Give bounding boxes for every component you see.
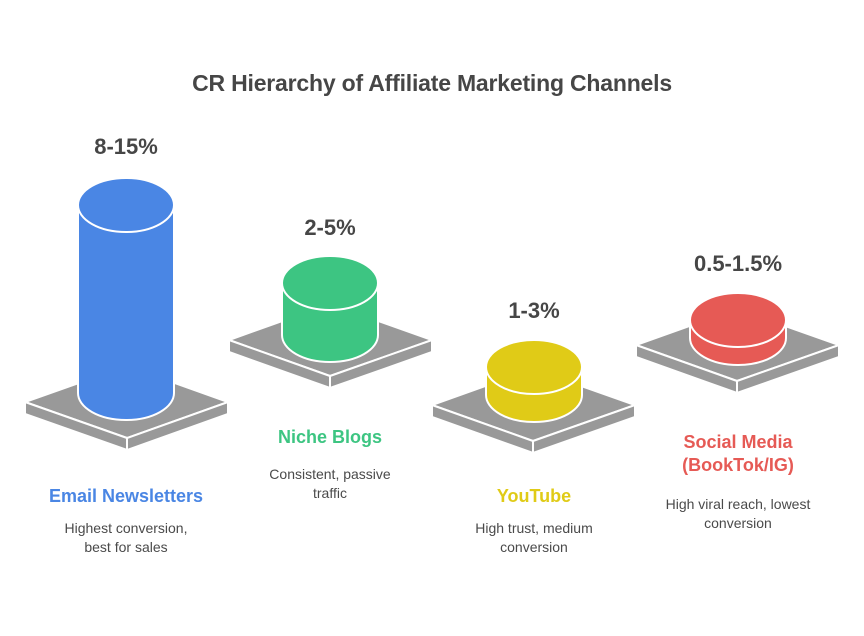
description-niche-blogs: Consistent, passive traffic	[230, 465, 430, 503]
description-line-2: traffic	[313, 485, 347, 501]
cylinder-youtube	[485, 339, 583, 423]
description-line-2: conversion	[704, 515, 772, 531]
description-email-newsletters: Highest conversion, best for sales	[26, 519, 226, 557]
cylinder-email-newsletters	[77, 177, 175, 421]
description-line-2: best for sales	[84, 539, 168, 555]
value-label-niche-blogs: 2-5%	[304, 215, 356, 240]
value-label-social-media: 0.5-1.5%	[693, 251, 783, 276]
channel-name-line-2: (BookTok/IG)	[682, 455, 794, 475]
description-line-1: High viral reach, lowest	[665, 496, 811, 512]
channel-name-youtube: YouTube	[496, 486, 572, 506]
description-youtube: High trust, medium conversion	[434, 519, 634, 557]
description-social-media: High viral reach, lowest conversion	[638, 495, 838, 533]
channel-name-social-media: Social Media (BookTok/IG)	[633, 431, 843, 477]
channel-name-email-newsletters: Email Newsletters	[48, 486, 204, 506]
cylinder-niche-blogs	[281, 255, 379, 363]
description-line-1: High trust, medium	[475, 520, 593, 536]
channel-name-niche-blogs: Niche Blogs	[277, 427, 383, 447]
description-line-1: Consistent, passive	[269, 466, 391, 482]
chart-title: CR Hierarchy of Affiliate Marketing Chan…	[192, 70, 672, 96]
channel-name-line-1: Social Media	[683, 432, 793, 452]
cylinder-social-media	[689, 292, 787, 366]
description-line-1: Highest conversion,	[64, 520, 188, 536]
description-line-2: conversion	[500, 539, 568, 555]
value-label-email-newsletters: 8-15%	[94, 134, 158, 159]
value-label-youtube: 1-3%	[508, 298, 560, 323]
